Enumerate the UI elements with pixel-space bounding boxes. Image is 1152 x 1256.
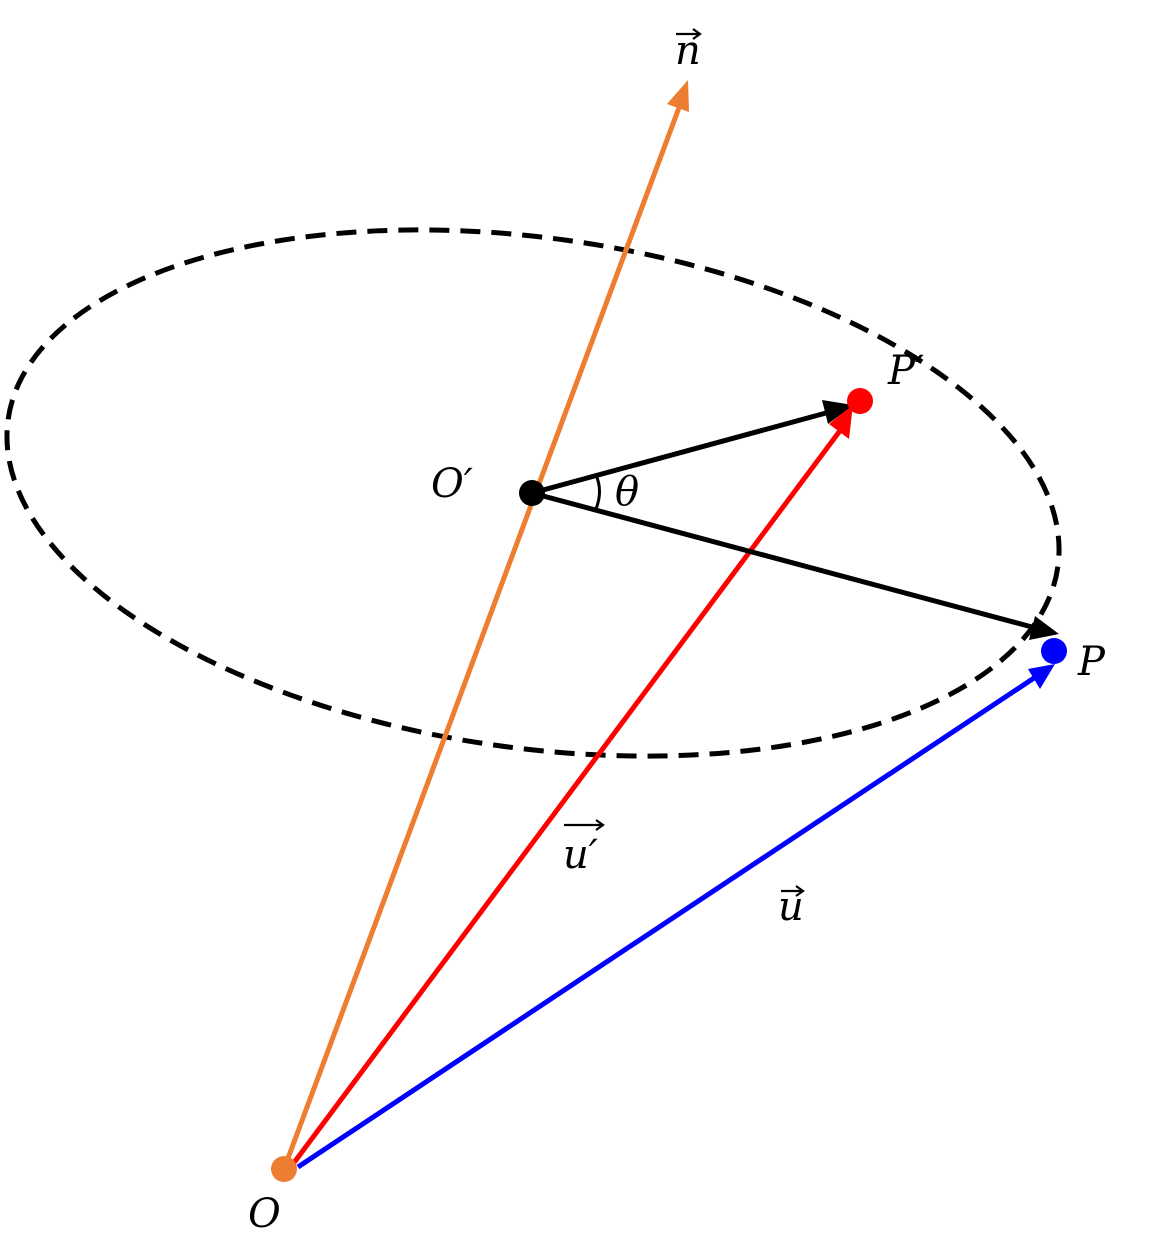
point-p-rotated [847,388,873,414]
point-p [1041,638,1067,664]
center-point [519,480,545,506]
radius-arrow [531,490,1059,640]
radius-rotated-arrowhead [822,400,853,424]
label-vector-u-rotated: u′ [563,832,598,878]
label-angle: θ [615,469,639,515]
radius-rotated-line [531,410,827,496]
vector-u-arrow-icon [781,885,805,897]
vector-u-line [296,675,1036,1170]
vector-u-rotated-arrowhead [829,404,853,439]
normal-axis-line [281,104,683,1170]
vector-u-rotated-line [287,426,845,1170]
angle-arc [594,474,601,510]
vector-u-arrow [296,664,1055,1170]
label-center: O′ [431,461,473,507]
label-point-rotated: P′ [887,348,924,394]
vector-u-arrowhead [1028,664,1055,689]
rotation-circle [4,227,1062,759]
vector-u-rotated-bar-icon [564,819,605,831]
radius-rotated-arrow [531,400,853,496]
normal-axis-arrowhead [667,80,689,112]
label-origin: O [248,1191,281,1237]
radius-line [531,490,1033,630]
origin-point [271,1156,297,1182]
normal-vector-arrow-icon [676,28,702,40]
label-point: P [1077,639,1106,685]
normal-axis-arrow [281,80,689,1170]
vector-u-rotated-arrow [287,404,853,1170]
radius-arrowhead [1029,616,1059,640]
